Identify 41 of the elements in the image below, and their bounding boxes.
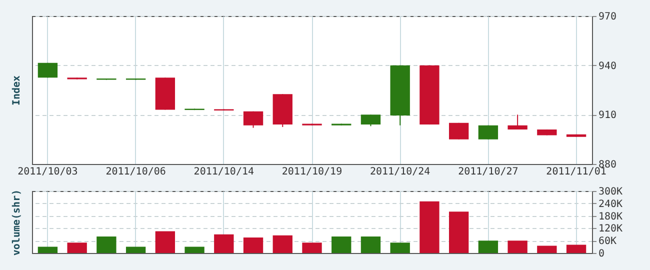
bar <box>508 240 528 253</box>
bar <box>332 236 352 253</box>
bar <box>155 231 176 253</box>
bar <box>537 246 557 253</box>
bar <box>360 236 381 253</box>
y-tick-label: 970 <box>598 12 617 22</box>
y-tick-label: 940 <box>598 60 617 72</box>
bar <box>96 236 116 253</box>
x-tick-label: 2011/10/19 <box>282 166 342 178</box>
y-tick-label: 120K <box>598 224 623 235</box>
bar <box>67 242 87 253</box>
y-tick-label: 0 <box>598 248 605 260</box>
y-axis-title: volume(shr) <box>12 189 22 256</box>
y-tick-label: 300K <box>598 186 623 198</box>
bar <box>448 212 469 253</box>
y-tick-label: 910 <box>598 110 617 122</box>
candlestick <box>478 124 498 140</box>
candlestick <box>448 122 469 140</box>
candlestick <box>508 114 528 130</box>
bar <box>214 234 234 253</box>
x-tick-label: 2011/10/06 <box>106 166 166 178</box>
bar <box>126 246 146 253</box>
x-tick-label: 2011/10/24 <box>370 166 430 178</box>
bar <box>184 246 204 253</box>
bar <box>302 242 322 253</box>
x-tick-label: 2011/10/03 <box>18 166 78 178</box>
y-tick-label: 180K <box>598 211 623 222</box>
bar <box>390 242 410 253</box>
bar <box>420 201 440 253</box>
y-tick-label: 60K <box>598 236 617 248</box>
y-tick-label: 240K <box>598 198 623 210</box>
bar <box>272 235 292 253</box>
x-tick-label: 2011/10/14 <box>194 166 254 178</box>
candlestick <box>243 110 264 128</box>
bar <box>478 240 498 253</box>
bar <box>243 238 264 253</box>
x-tick-label: 2011/10/27 <box>458 166 518 178</box>
candlestick <box>360 114 381 127</box>
bar <box>566 244 586 253</box>
y-axis-title: Index <box>12 75 22 106</box>
bar <box>38 246 58 253</box>
